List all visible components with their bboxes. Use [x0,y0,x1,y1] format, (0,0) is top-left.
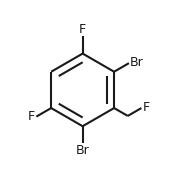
Text: F: F [79,23,86,36]
Text: Br: Br [76,144,89,157]
Text: Br: Br [130,56,144,69]
Text: F: F [143,101,150,114]
Text: F: F [28,110,35,123]
